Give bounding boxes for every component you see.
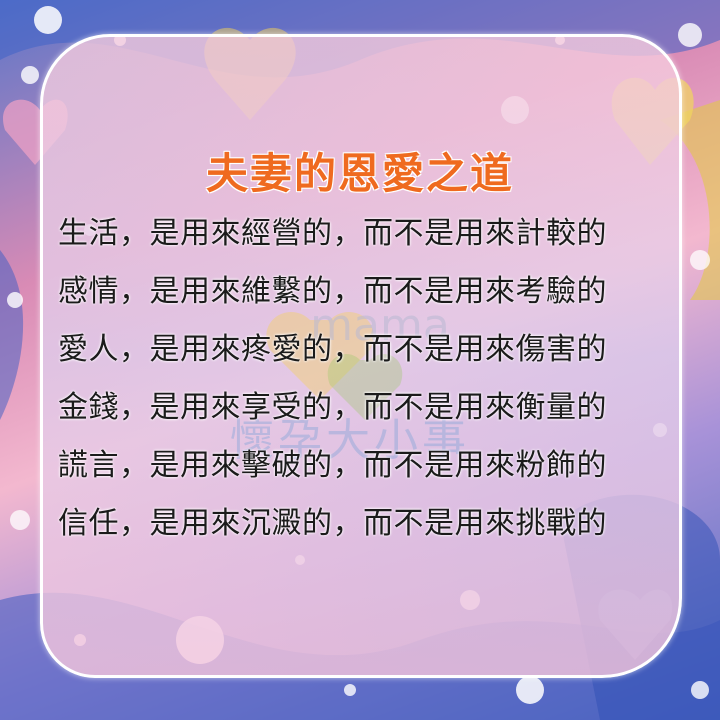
text-panel <box>40 34 682 678</box>
verse-line: 金錢，是用來享受的，而不是用來衡量的 <box>58 390 607 425</box>
verse-line: 感情，是用來維繫的，而不是用來考驗的 <box>58 274 607 309</box>
verse-list: 生活，是用來經營的，而不是用來計較的 感情，是用來維繫的，而不是用來考驗的 愛人… <box>58 212 678 560</box>
verse-line: 生活，是用來經營的，而不是用來計較的 <box>58 216 607 251</box>
svg-text:mama: mama <box>310 300 450 351</box>
verse-line: 信任，是用來沉澱的，而不是用來挑戰的 <box>58 506 607 541</box>
poster-title: 夫妻的恩愛之道 <box>205 149 514 198</box>
verse-line: 謊言，是用來擊破的，而不是用來粉飾的 <box>58 448 607 483</box>
svg-text:懷孕大小事: 懷孕大小事 <box>230 415 470 466</box>
verse-line: 愛人，是用來疼愛的，而不是用來傷害的 <box>58 332 607 367</box>
